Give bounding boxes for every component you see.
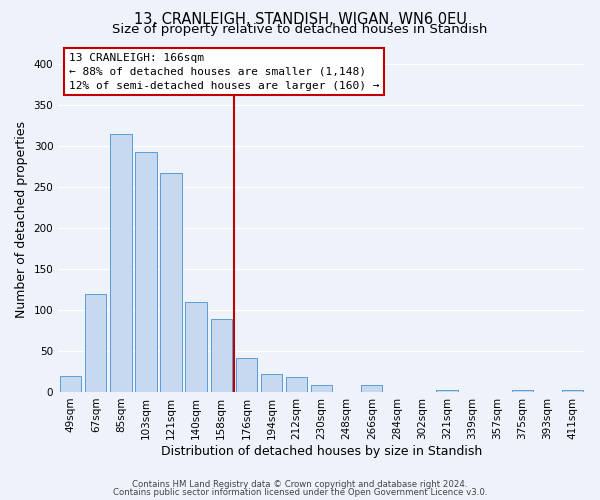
Text: Size of property relative to detached houses in Standish: Size of property relative to detached ho… [112, 22, 488, 36]
Text: 13 CRANLEIGH: 166sqm
← 88% of detached houses are smaller (1,148)
12% of semi-de: 13 CRANLEIGH: 166sqm ← 88% of detached h… [69, 52, 379, 90]
Bar [436, 390, 458, 392]
Bar [211, 319, 232, 392]
Bar [236, 358, 257, 392]
Bar [512, 390, 533, 392]
Bar [286, 377, 307, 392]
Bar [60, 376, 82, 392]
Bar [160, 173, 182, 392]
Bar [261, 374, 282, 392]
Bar [311, 384, 332, 392]
Text: Contains public sector information licensed under the Open Government Licence v3: Contains public sector information licen… [113, 488, 487, 497]
Y-axis label: Number of detached properties: Number of detached properties [15, 121, 28, 318]
Bar [110, 134, 131, 392]
Text: 13, CRANLEIGH, STANDISH, WIGAN, WN6 0EU: 13, CRANLEIGH, STANDISH, WIGAN, WN6 0EU [134, 12, 466, 26]
Bar [361, 386, 382, 392]
Bar [562, 390, 583, 392]
Bar [136, 152, 157, 392]
X-axis label: Distribution of detached houses by size in Standish: Distribution of detached houses by size … [161, 444, 482, 458]
Text: Contains HM Land Registry data © Crown copyright and database right 2024.: Contains HM Land Registry data © Crown c… [132, 480, 468, 489]
Bar [85, 294, 106, 392]
Bar [185, 302, 207, 392]
